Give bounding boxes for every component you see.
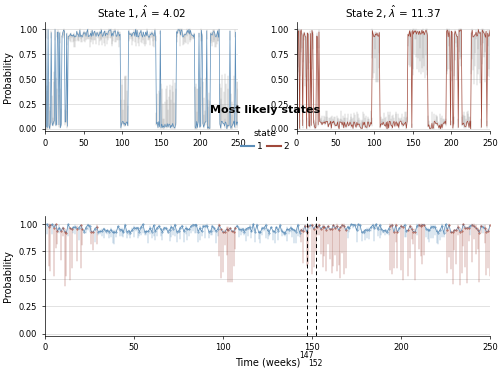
X-axis label: Time (weeks): Time (weeks) xyxy=(235,358,300,368)
Y-axis label: Probability: Probability xyxy=(4,250,14,302)
Legend: 1, 2: 1, 2 xyxy=(237,125,293,155)
Text: Most likely states: Most likely states xyxy=(210,106,320,115)
Title: State 2, $\hat{\lambda}$ = 11.37: State 2, $\hat{\lambda}$ = 11.37 xyxy=(345,4,442,21)
Title: State 1, $\hat{\lambda}$ = 4.02: State 1, $\hat{\lambda}$ = 4.02 xyxy=(97,4,186,21)
Y-axis label: Probability: Probability xyxy=(4,51,14,103)
Text: 152: 152 xyxy=(308,359,322,368)
Text: 147: 147 xyxy=(300,351,314,360)
